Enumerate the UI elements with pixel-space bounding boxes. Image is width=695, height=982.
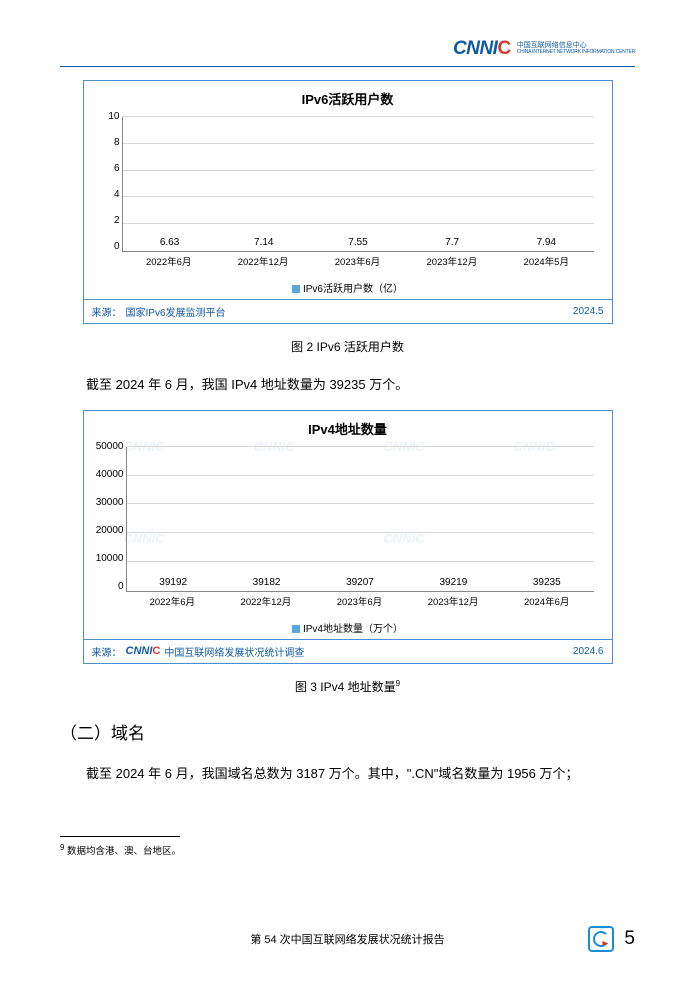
header-rule — [60, 66, 635, 67]
bar-group: 6.63 — [127, 237, 212, 251]
chart1-plot: 0246810 6.637.147.557.77.94 2022年6月2022年… — [122, 112, 594, 272]
chart1-title: IPv6活跃用户数 — [84, 81, 612, 112]
bar-group: 7.14 — [221, 237, 306, 251]
footnote-9: 9 数据均含港、澳、台地区。 — [60, 843, 635, 857]
bar-group: 39182 — [225, 577, 309, 591]
paragraph-1: 截至 2024 年 6 月，我国 IPv4 地址数量为 39235 万个。 — [60, 373, 635, 398]
chart2-plotarea: 39192 39182 39207 39219 39235 — [126, 447, 594, 592]
page-header-logo: CNNIC 中国互联网络信息中心 CHINA INTERNET NETWORK … — [453, 38, 635, 60]
footer-magnifier-icon — [588, 926, 614, 952]
chart2-footer: 来源： CNNIC 中国互联网络发展状况统计调查 2024.6 — [84, 639, 612, 663]
chart2-title: IPv4地址数量 — [84, 411, 612, 442]
chart-ipv6-users: IPv6活跃用户数 0246810 6.63 7.14 7.55 7.7 7.94 20… — [83, 80, 613, 324]
chart-ipv4-addresses: CNNIC CNNIC CNNIC CNNIC CNNIC CNNIC IPv4… — [83, 410, 613, 664]
caption-fig3: 图 3 IPv4 地址数量9 — [60, 678, 635, 695]
chart2-legend: IPv4地址数量（万个） — [84, 618, 612, 639]
chart1-footer: 来源：国家IPv6发展监测平台 2024.5 — [84, 299, 612, 323]
bar-group: 39192 — [131, 577, 215, 591]
chart2-yaxis: 01000020000300004000050000 — [86, 442, 124, 592]
chart2-xlabels: 2022年6月2022年12月2023年6月2023年12月2024年6月 — [126, 594, 594, 612]
chart1-plotarea: 6.63 7.14 7.55 7.7 7.94 — [122, 117, 594, 252]
cnnic-logo-subtext: 中国互联网络信息中心 CHINA INTERNET NETWORK INFORM… — [517, 42, 635, 55]
page-footer: 第 54 次中国互联网络发展状况统计报告 5 — [60, 926, 635, 952]
chart2-plot: 01000020000300004000050000 3919239182392… — [126, 442, 594, 612]
caption-fig2: 图 2 IPv6 活跃用户数 — [60, 338, 635, 355]
bar-group: 7.7 — [410, 237, 495, 251]
chart1-xlabels: 2022年6月2022年12月2023年6月2023年12月2024年5月 — [122, 254, 594, 272]
cnnic-logo-text: CNNIC — [453, 38, 511, 60]
paragraph-2: 截至 2024 年 6 月，我国域名总数为 3187 万个。其中，".CN"域名… — [60, 762, 635, 787]
bar-group: 39207 — [318, 577, 402, 591]
footnote-rule — [60, 836, 180, 837]
section-heading-domain: （二）域名 — [60, 719, 635, 744]
bar-group: 39219 — [411, 577, 495, 591]
footer-report-title: 第 54 次中国互联网络发展状况统计报告 — [60, 931, 635, 947]
chart1-yaxis: 0246810 — [92, 112, 120, 252]
bar-group: 7.94 — [504, 237, 589, 251]
bar-group: 7.55 — [316, 237, 401, 251]
chart1-legend: IPv6活跃用户数（亿） — [84, 278, 612, 299]
bar-group: 39235 — [505, 577, 589, 591]
